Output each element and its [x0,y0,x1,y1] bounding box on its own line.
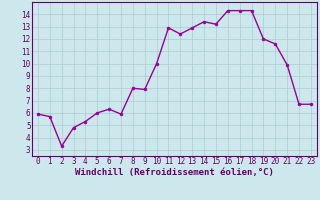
X-axis label: Windchill (Refroidissement éolien,°C): Windchill (Refroidissement éolien,°C) [75,168,274,177]
